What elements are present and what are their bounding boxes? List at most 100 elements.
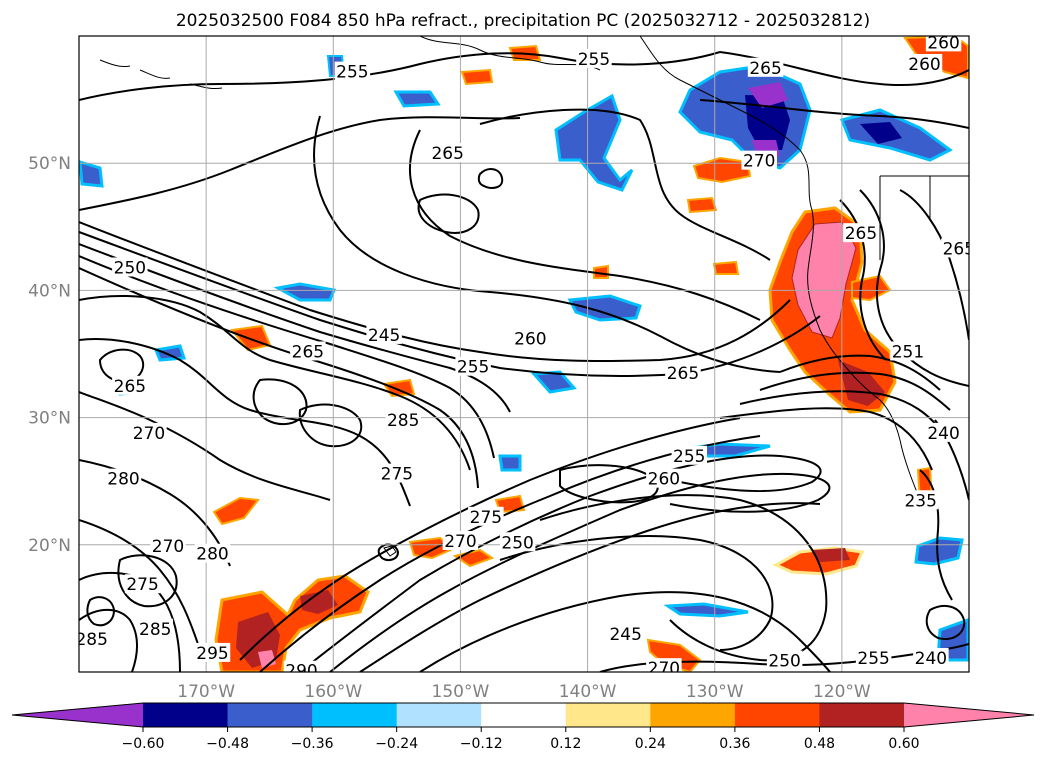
coastline — [879, 175, 969, 260]
colorbar-tick-label: 0.60 — [888, 736, 919, 752]
contour-line — [239, 417, 741, 661]
contour-label: 255 — [673, 447, 705, 467]
refractivity-contours — [79, 51, 969, 672]
contour-label: 245 — [368, 326, 400, 346]
colorbar-tick-label: −0.24 — [375, 736, 418, 752]
contour-label-gap — [607, 623, 644, 643]
contour-label-gap — [499, 532, 536, 552]
contour-line — [79, 391, 331, 501]
contour-label-gap — [902, 490, 939, 510]
contour-label: 250 — [501, 533, 533, 553]
contour-line — [739, 390, 946, 437]
contour-label: 250 — [768, 652, 800, 672]
precip-negative-area — [393, 90, 441, 108]
x-tick-label: 160°W — [304, 682, 362, 702]
precip-positive-area — [258, 650, 276, 668]
contour-line — [559, 464, 659, 504]
contour-label-gap — [150, 536, 186, 556]
map-frame — [78, 35, 970, 673]
contour-label-gap — [79, 628, 110, 648]
contour-line — [925, 604, 966, 640]
contour-line — [409, 129, 761, 321]
contour-line — [479, 108, 771, 261]
contour-line — [117, 554, 178, 608]
colorbar-tick-label: 0.36 — [719, 736, 750, 752]
contour-line — [719, 407, 933, 471]
precipitation-fill-layer — [79, 36, 969, 672]
precip-negative-area — [153, 344, 187, 362]
precip-negative-area — [663, 602, 749, 618]
x-tick-label: 170°W — [177, 682, 235, 702]
precip-negative-area — [745, 95, 790, 150]
colorbar-tick-label: −0.12 — [460, 736, 503, 752]
contour-label-gap — [379, 463, 415, 483]
contour-line — [859, 189, 969, 387]
precip-negative-area — [860, 122, 902, 144]
coastline — [99, 59, 223, 89]
precip-negative-area — [273, 282, 337, 302]
contour-label: 285 — [139, 620, 171, 640]
contour-line — [99, 348, 145, 383]
contour-line — [259, 435, 761, 672]
x-tick-label: 130°W — [686, 682, 744, 702]
contour-label: 265 — [431, 144, 463, 164]
contour-label: 265 — [845, 224, 877, 244]
contour-label: 285 — [387, 411, 419, 431]
contour-line — [919, 469, 953, 601]
contour-label: 275 — [470, 508, 502, 528]
precip-positive-area — [692, 156, 752, 184]
contour-line — [839, 199, 887, 361]
colorbar-segment — [481, 703, 567, 727]
contour-line — [79, 519, 201, 651]
contour-label-gap — [843, 223, 879, 243]
contour-label-gap — [646, 468, 682, 488]
contour-label: 265 — [667, 364, 699, 384]
chart-title: 2025032500 F084 850 hPa refract., precip… — [176, 11, 870, 31]
contour-label-gap — [105, 468, 142, 488]
contour-label-gap — [747, 57, 784, 77]
contour-label-gap — [385, 410, 421, 430]
contour-label: 265 — [943, 239, 975, 259]
contour-label-gap — [429, 143, 466, 163]
contour-label: 275 — [126, 575, 158, 595]
contour-label: 265 — [292, 342, 324, 362]
contour-line — [759, 371, 951, 411]
contour-label: 240 — [915, 649, 947, 669]
contour-label-gap — [671, 445, 708, 465]
contour-label-gap — [124, 574, 161, 594]
contour-label: 270 — [648, 659, 680, 679]
x-axis-tick-labels: 170°W 160°W 150°W 140°W 130°W 120°W — [177, 682, 871, 702]
contour-label-gap — [665, 363, 701, 383]
precip-positive-area — [646, 638, 702, 672]
y-tick-label: 40°N — [28, 281, 71, 301]
contour-label: 260 — [927, 33, 959, 53]
colorbar-segment — [312, 703, 398, 727]
contour-label-gap — [925, 422, 962, 442]
contour-label-gap — [194, 642, 231, 662]
contour-line — [79, 51, 721, 101]
contour-line — [313, 115, 781, 373]
contour-line — [539, 494, 828, 662]
coastline-layer — [99, 36, 969, 557]
contour-label-gap — [646, 658, 682, 672]
colorbar-extend-max — [904, 703, 1034, 727]
precip-positive-area — [300, 590, 338, 614]
contour-label: 295 — [196, 644, 228, 664]
contour-label: 265 — [114, 377, 146, 397]
precip-positive-area — [593, 264, 609, 279]
contour-label: 260 — [648, 470, 680, 490]
precip-positive-area — [212, 496, 260, 526]
contour-label-gap — [334, 61, 371, 81]
contour-label: 275 — [381, 465, 413, 485]
contour-label: 280 — [196, 545, 228, 565]
y-axis-tick-labels: 20°N 30°N 40°N 50°N — [28, 154, 71, 556]
coastline — [639, 36, 921, 501]
contour-label: 255 — [336, 63, 368, 83]
contour-line — [79, 116, 521, 211]
contour-line — [86, 596, 115, 627]
colorbar-segment — [734, 703, 820, 727]
precip-negative-area — [79, 160, 104, 188]
y-tick-label: 30°N — [28, 409, 71, 429]
contour-label-gap — [766, 650, 803, 670]
